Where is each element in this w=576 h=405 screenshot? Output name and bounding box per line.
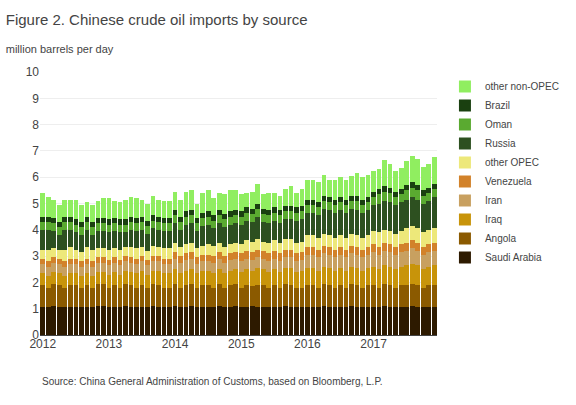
svg-text:3: 3 [32, 249, 39, 263]
svg-text:2016: 2016 [294, 337, 321, 351]
svg-text:2015: 2015 [228, 337, 255, 351]
svg-text:Venezuela: Venezuela [485, 176, 532, 187]
svg-text:Saudi Arabia: Saudi Arabia [485, 252, 542, 263]
svg-text:2012: 2012 [29, 337, 56, 351]
svg-text:6: 6 [32, 170, 39, 184]
svg-text:1: 1 [32, 302, 39, 316]
svg-text:8: 8 [32, 118, 39, 132]
svg-text:Source: China General Administ: Source: China General Administration of … [42, 376, 383, 387]
svg-text:million barrels per day: million barrels per day [6, 43, 114, 55]
svg-text:10: 10 [26, 65, 40, 79]
svg-text:other non-OPEC: other non-OPEC [485, 81, 559, 92]
svg-text:2013: 2013 [96, 337, 123, 351]
svg-text:Iran: Iran [485, 195, 502, 206]
svg-text:other OPEC: other OPEC [485, 157, 539, 168]
svg-text:0: 0 [32, 328, 39, 342]
svg-text:Figure 2. Chinese crude oil im: Figure 2. Chinese crude oil imports by s… [6, 11, 308, 28]
svg-text:9: 9 [32, 92, 39, 106]
svg-text:Iraq: Iraq [485, 214, 502, 225]
svg-text:Brazil: Brazil [485, 100, 510, 111]
svg-text:5: 5 [32, 197, 39, 211]
svg-text:7: 7 [32, 144, 39, 158]
svg-text:2017: 2017 [360, 337, 387, 351]
svg-text:4: 4 [32, 223, 39, 237]
svg-text:Oman: Oman [485, 119, 512, 130]
svg-text:2: 2 [32, 276, 39, 290]
svg-text:2014: 2014 [162, 337, 189, 351]
svg-text:Angola: Angola [485, 233, 517, 244]
svg-text:Russia: Russia [485, 138, 516, 149]
